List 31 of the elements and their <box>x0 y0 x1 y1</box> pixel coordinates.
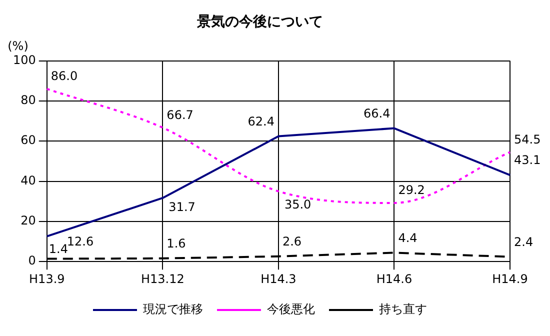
legend-label: 持ち直す <box>379 302 427 316</box>
y-tick-label: 0 <box>28 254 36 268</box>
data-label: 29.2 <box>398 183 425 198</box>
data-label: 62.4 <box>248 114 274 128</box>
data-label: 66.4 <box>364 106 390 120</box>
x-tick-label: H13.12 <box>140 272 184 286</box>
y-axis-title: (%) <box>8 38 28 53</box>
data-label: 1.4 <box>48 242 68 256</box>
legend-label: 今後悪化 <box>267 302 315 316</box>
data-label: 43.1 <box>514 153 541 168</box>
x-tick-label: H14.3 <box>260 272 296 286</box>
data-label: 66.7 <box>166 108 194 122</box>
data-label: 35.0 <box>284 197 312 212</box>
chart-title: 景気の今後について <box>196 14 323 30</box>
x-tick-label: H14.9 <box>492 272 528 286</box>
y-tick-label: 40 <box>20 173 36 188</box>
data-label: 1.6 <box>166 236 186 251</box>
data-label: 2.6 <box>282 234 302 249</box>
data-label: 54.5 <box>514 132 541 146</box>
data-label: 12.6 <box>66 234 94 248</box>
y-tick-label: 60 <box>20 133 36 148</box>
data-label: 86.0 <box>50 69 78 84</box>
data-label: 31.7 <box>168 200 196 214</box>
data-label: 4.4 <box>398 230 418 245</box>
x-tick-label: H14.6 <box>376 272 412 286</box>
data-label: 2.4 <box>514 234 534 249</box>
y-tick-label: 80 <box>20 93 36 108</box>
y-tick-label: 20 <box>20 214 36 228</box>
x-tick-label: H13.9 <box>29 272 65 286</box>
legend-label: 現況で推移 <box>143 302 203 316</box>
y-tick-label: 100 <box>13 52 36 67</box>
